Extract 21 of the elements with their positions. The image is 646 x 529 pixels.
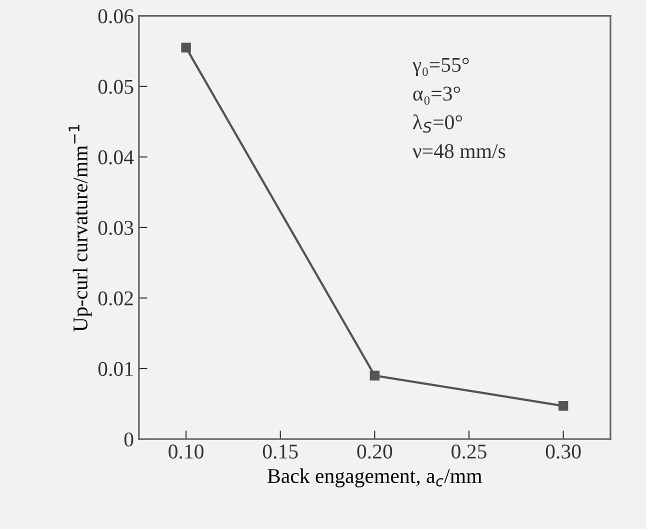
- x-tick-label: 0.10: [168, 444, 204, 459]
- y-tick-label: 0.04: [98, 150, 134, 164]
- y-tick-label: 0.02: [98, 291, 133, 306]
- point: [181, 42, 191, 52]
- y-tick-label: 0.06: [98, 9, 134, 24]
- annotation: λ$_{S}$=0°: [412, 114, 462, 133]
- x-tick-label: 0.15: [262, 444, 298, 459]
- y-tick-label: 0.03: [98, 220, 134, 235]
- x-tick-label: 0.30: [546, 444, 581, 459]
- y-tick-label: 0: [124, 432, 134, 447]
- annotation: ν=48 mm/s: [412, 144, 506, 158]
- y-tick-label: 0.05: [98, 80, 134, 94]
- x-axis-title: Back engagement, a$_{c}$/mm: [268, 468, 482, 488]
- annotation: α₀=3°: [413, 86, 460, 105]
- y-axis-title: Up-curl curvature/mm$^{−1}$: [68, 124, 92, 332]
- point: [370, 370, 380, 380]
- y-tick-label: 0.01: [98, 362, 133, 376]
- x-tick-label: 0.20: [357, 444, 392, 459]
- annotation: γ₀=55°: [412, 58, 469, 76]
- point: [558, 401, 568, 411]
- x-tick-label: 0.25: [452, 444, 486, 459]
